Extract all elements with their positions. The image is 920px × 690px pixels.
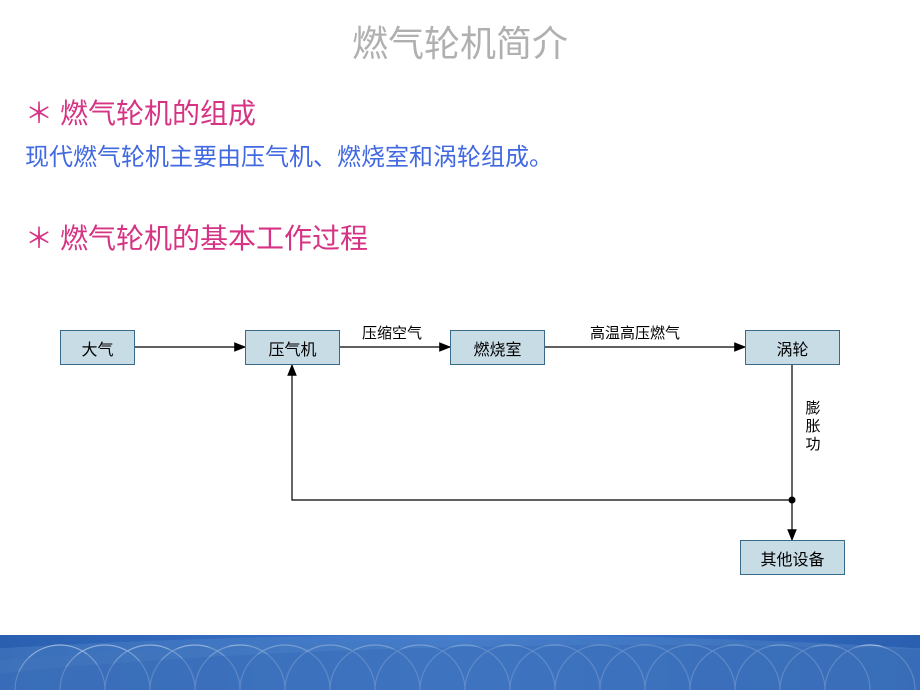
node-turbine: 涡轮: [745, 330, 840, 365]
node-compressor: 压气机: [245, 330, 340, 365]
section-2-heading: ＊ 燃气轮机的基本工作过程: [25, 217, 920, 257]
footer-decoration: [0, 610, 920, 690]
edge-3: [292, 365, 792, 500]
edge-label-2: 高温高压燃气: [590, 322, 680, 343]
section-1-heading: ＊ 燃气轮机的组成: [25, 92, 920, 132]
flowchart-diagram: 大气 压气机 燃烧室 涡轮其他设备 压缩空气 高温高压燃气膨胀功: [0, 310, 920, 590]
edge-label-1: 压缩空气: [362, 322, 422, 343]
edge-label-3: 膨胀功: [805, 400, 821, 454]
section-1-description: 现代燃气轮机主要由压气机、燃烧室和涡轮组成。: [25, 137, 920, 172]
node-other: 其他设备: [740, 540, 845, 575]
node-atmosphere: 大气: [60, 330, 135, 365]
page-title: 燃气轮机简介: [0, 0, 920, 67]
node-combustion: 燃烧室: [450, 330, 545, 365]
